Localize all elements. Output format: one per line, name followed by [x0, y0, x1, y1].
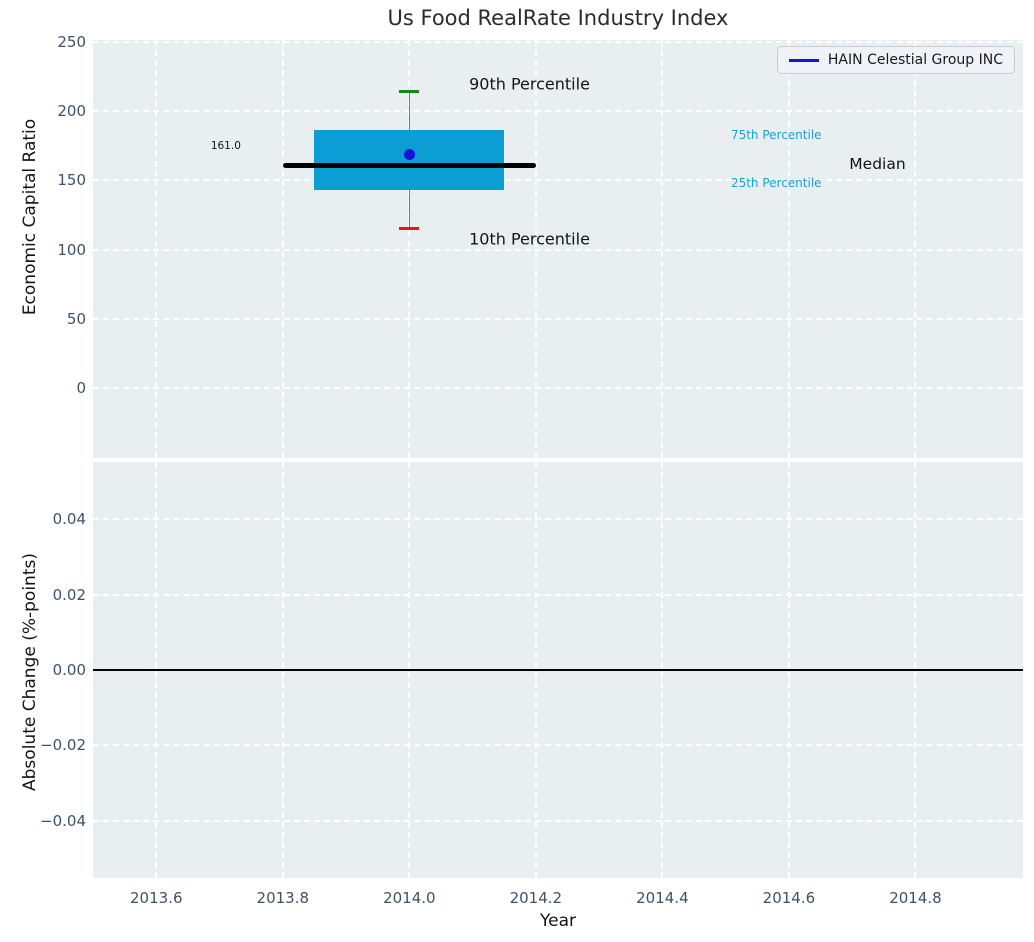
gridline-horizontal: [93, 179, 1023, 182]
gridline-horizontal: [93, 248, 1023, 251]
x-tick-label: 2013.8: [256, 889, 310, 907]
annotation-90th-percentile: 90th Percentile: [469, 74, 590, 94]
y-tick-label-top: 150: [57, 171, 86, 190]
gridline-horizontal: [93, 819, 1023, 822]
median-line: [282, 162, 536, 168]
y-tick-label-bottom: 0.00: [52, 661, 86, 679]
annotation-161-0: 161.0: [210, 139, 241, 152]
y-tick-label-bottom: 0.02: [52, 585, 86, 604]
annotation-median: Median: [849, 154, 906, 173]
y-tick-label-top: 250: [57, 33, 86, 52]
company-marker: [403, 148, 415, 160]
x-tick-label: 2013.6: [130, 889, 183, 907]
gridline-horizontal: [93, 387, 1023, 390]
legend: HAIN Celestial Group INC: [776, 46, 1015, 74]
x-axis-label: Year: [540, 911, 576, 931]
y-tick-label-top: 200: [57, 102, 86, 121]
y-tick-label-bottom: 0.04: [52, 510, 86, 529]
x-tick-label: 2014.8: [889, 889, 942, 907]
y-tick-label-top: 50: [66, 309, 86, 328]
gridline-horizontal: [93, 518, 1023, 521]
gridline-horizontal: [93, 317, 1023, 320]
iqr-box: [314, 129, 505, 191]
gridline-vertical: [661, 40, 664, 458]
gridline-vertical: [534, 40, 537, 458]
annotation-75th-percentile: 75th Percentile: [730, 127, 822, 142]
y-tick-label-bottom: −0.02: [40, 736, 86, 755]
annotation-10th-percentile: 10th Percentile: [469, 229, 590, 249]
p90-cap: [399, 90, 420, 94]
p10-cap: [399, 227, 420, 231]
gridline-horizontal: [93, 110, 1023, 113]
legend-line-sample: [788, 58, 819, 62]
gridline-horizontal: [93, 744, 1023, 747]
x-tick-label: 2014.6: [762, 889, 816, 907]
bottom-axes-absolute-change: [93, 462, 1023, 878]
gridline-vertical: [155, 40, 158, 458]
y-tick-label-bottom: −0.04: [40, 811, 86, 830]
gridline-vertical: [914, 40, 917, 458]
x-tick-label: 2014.0: [383, 889, 436, 907]
zero-line: [93, 669, 1023, 671]
y-axis-label-top: Economic Capital Ratio: [20, 118, 40, 316]
gridline-vertical: [408, 40, 411, 458]
gridline-horizontal: [93, 593, 1023, 596]
x-tick-label: 2014.4: [636, 889, 689, 907]
y-tick-label-top: 0: [76, 379, 86, 398]
top-axes-economic-capital-ratio: HAIN Celestial Group INC 90th Percentile…: [93, 40, 1023, 458]
chart-title: Us Food RealRate Industry Index: [387, 6, 729, 30]
x-tick-label: 2014.2: [509, 889, 563, 907]
annotation-25th-percentile: 25th Percentile: [730, 175, 822, 190]
gridline-horizontal: [93, 41, 1023, 44]
gridline-vertical: [787, 40, 790, 458]
gridline-vertical: [281, 40, 284, 458]
legend-label: HAIN Celestial Group INC: [827, 52, 1003, 68]
y-tick-label-top: 100: [57, 240, 86, 259]
